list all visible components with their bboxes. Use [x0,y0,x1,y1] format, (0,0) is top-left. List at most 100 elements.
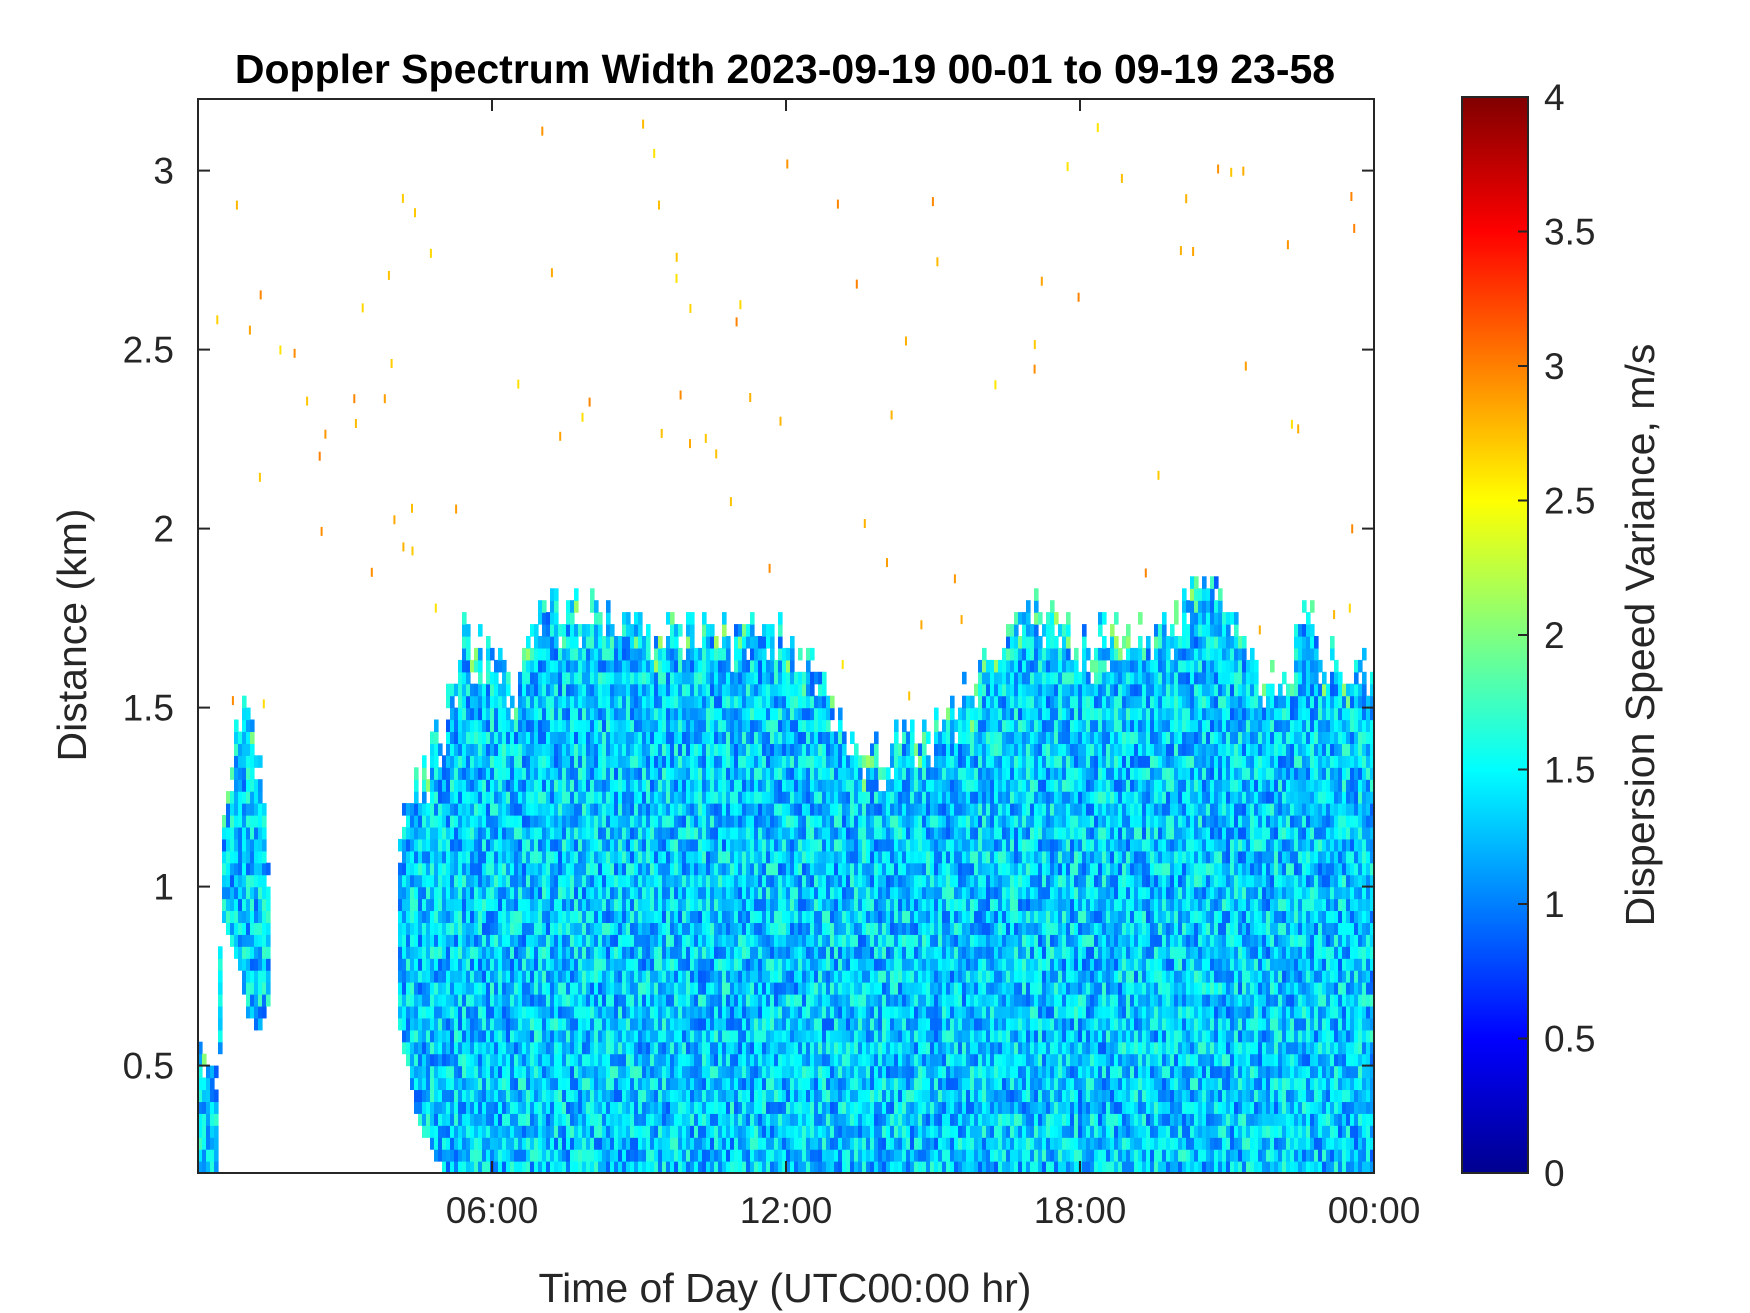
heatmap-cell [710,803,715,816]
heatmap-cell [474,743,479,756]
heatmap-cell [402,850,407,864]
heatmap-cell [690,1065,695,1079]
heatmap-cell [790,647,795,661]
heatmap-cell [582,1113,587,1126]
heatmap-cell [730,707,735,721]
heatmap-cell [714,803,719,816]
heatmap-cell [674,815,679,828]
heatmap-cell [238,934,243,947]
heatmap-cell [798,695,803,709]
heatmap-cell [654,695,659,709]
heatmap-cell [686,636,691,649]
heatmap-cell [562,1137,567,1150]
heatmap-cell [642,994,647,1007]
heatmap-cell [550,791,555,804]
heatmap-cell [234,755,239,768]
heatmap-cell [530,1161,535,1173]
heatmap-cell [630,934,635,947]
heatmap-cell [426,1005,431,1019]
heatmap-cell [530,994,535,1007]
heatmap-cell [818,1065,823,1079]
heatmap-cell [462,1065,467,1079]
heatmap-cell [430,815,435,828]
heatmap-cell [674,624,679,637]
heatmap-cell [526,1077,531,1091]
heatmap-cell [446,1113,451,1126]
heatmap-cell [834,922,839,935]
heatmap-cell [786,647,791,661]
heatmap-cell [498,838,503,852]
heatmap-cell [210,1137,215,1150]
heatmap-cell [682,671,687,685]
heatmap-cell [542,1089,547,1103]
heatmap-cell [658,958,663,971]
heatmap-cell [702,970,707,983]
heatmap-cell [734,636,739,649]
heatmap-cell [554,683,559,697]
heatmap-cell [698,850,703,864]
heatmap-cell [706,1029,711,1043]
heatmap-cell [750,1137,755,1150]
heatmap-cell [246,994,251,1007]
heatmap-cell [438,1089,443,1103]
heatmap-cell [798,803,803,816]
heatmap-cell [726,803,731,816]
heatmap-cell [462,1089,467,1103]
heatmap-cell [250,850,255,864]
heatmap-cell [706,994,711,1007]
heatmap-cell [682,1113,687,1126]
heatmap-cell [266,922,271,935]
heatmap-cell [638,659,643,673]
heatmap-cell [794,874,799,888]
heatmap-cell [490,1125,495,1138]
heatmap-cell [606,636,611,649]
heatmap-cell [682,707,687,721]
heatmap-cell [230,934,235,947]
heatmap-cell [462,1005,467,1019]
heatmap-cell [558,826,563,840]
heatmap-cell [822,946,827,959]
heatmap-cell [522,1161,527,1173]
heatmap-cell [254,815,259,828]
heatmap-cell [802,767,807,780]
heatmap-cell [826,1041,831,1055]
heatmap-cell [662,755,667,768]
heatmap-cell [618,994,623,1007]
heatmap-cell [590,767,595,780]
heatmap-cell [602,1065,607,1079]
heatmap-cell [518,850,523,864]
heatmap-cell [506,1053,511,1067]
heatmap-cell [254,862,259,876]
heatmap-cell [734,707,739,721]
heatmap-cell [718,826,723,840]
heatmap-cell [530,922,535,935]
heatmap-cell [474,803,479,816]
heatmap-cell [654,1053,659,1067]
heatmap-cell [658,886,663,900]
heatmap-cell [266,994,271,1007]
heatmap-cell [626,898,631,912]
heatmap-cell [486,946,491,959]
heatmap-cell [610,982,615,995]
heatmap-cell [706,1089,711,1103]
heatmap-cell [562,791,567,804]
heatmap-cell [442,1101,447,1114]
heatmap-cell [598,671,603,685]
heatmap-cell [534,1113,539,1126]
heatmap-cell [826,1029,831,1043]
heatmap-cell [726,982,731,995]
heatmap-cell [422,1077,427,1091]
heatmap-cell [586,755,591,768]
heatmap-cell [602,671,607,685]
heatmap-cell [678,647,683,661]
heatmap-cell [722,1029,727,1043]
heatmap-cell [690,970,695,983]
heatmap-cell [626,934,631,947]
heatmap-cell [670,815,675,828]
heatmap-cell [666,886,671,900]
heatmap-cell [798,922,803,935]
heatmap-cell [594,624,599,637]
heatmap-cell [698,934,703,947]
heatmap-cell [746,1149,751,1162]
heatmap-cell [478,719,483,733]
